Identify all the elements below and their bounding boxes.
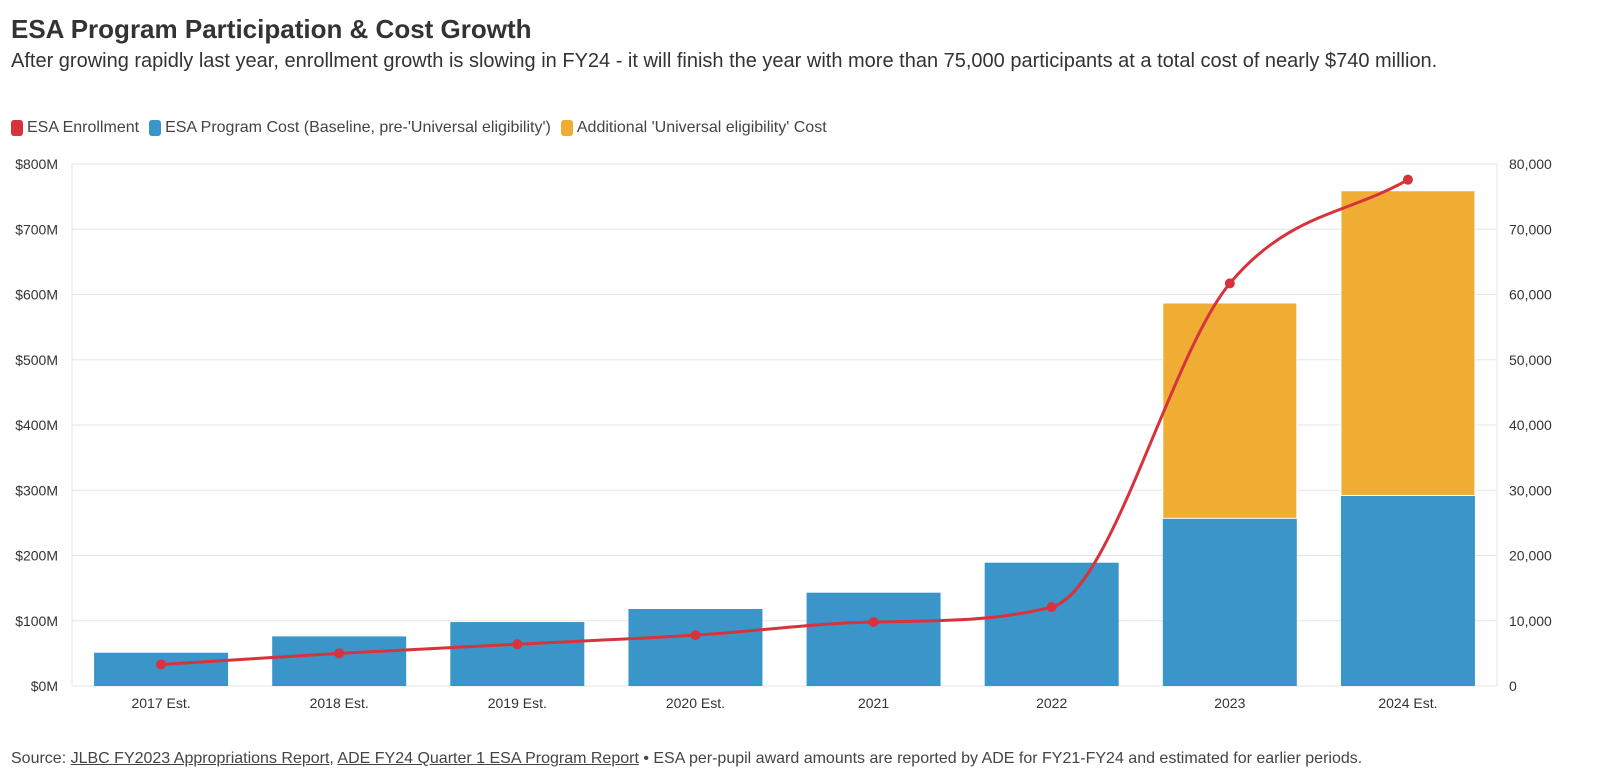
left-tick-label: $500M — [15, 352, 58, 368]
right-tick-label: 40,000 — [1509, 417, 1552, 433]
enrollment-point — [868, 617, 879, 628]
right-tick-label: 70,000 — [1509, 221, 1552, 237]
left-tick-label: $400M — [15, 417, 58, 433]
chart-subtitle: After growing rapidly last year, enrollm… — [11, 50, 1438, 72]
x-tick-label: 2018 Est. — [310, 695, 369, 711]
left-tick-label: $200M — [15, 548, 58, 564]
left-tick-label: $0M — [31, 678, 58, 694]
left-tick-label: $700M — [15, 221, 58, 237]
enrollment-point — [1402, 174, 1413, 185]
enrollment-line — [156, 174, 1413, 670]
legend-swatch-enrollment — [11, 120, 23, 136]
enrollment-line-path — [160, 178, 1409, 666]
right-tick-label: 50,000 — [1509, 352, 1552, 368]
chart-title: ESA Program Participation & Cost Growth — [11, 14, 532, 44]
right-tick-label: 60,000 — [1509, 287, 1552, 303]
x-tick-label: 2017 Est. — [131, 695, 190, 711]
enrollment-point — [1224, 278, 1235, 289]
right-tick-label: 30,000 — [1509, 482, 1552, 498]
bar-baseline-cost — [1340, 495, 1475, 686]
left-tick-label: $100M — [15, 613, 58, 629]
left-tick-label: $600M — [15, 287, 58, 303]
source-note: Source: JLBC FY2023 Appropriations Repor… — [11, 750, 1362, 768]
legend-swatch-baseline-cost — [149, 120, 162, 136]
right-tick-label: 0 — [1509, 678, 1517, 694]
enrollment-point — [156, 659, 167, 670]
bar-baseline-cost — [1162, 518, 1297, 686]
legend-item-universal-cost[interactable]: Additional 'Universal eligibility' Cost — [560, 119, 827, 137]
source-prefix: Source: — [11, 750, 71, 767]
x-tick-label: 2022 — [1036, 695, 1067, 711]
x-tick-label: 2019 Est. — [488, 695, 547, 711]
axes: $0M 0 $100M 10,000 $200M 20,000 $300M 30,000 $40… — [15, 156, 1552, 711]
bar-baseline-cost — [450, 622, 585, 686]
chart-plot: $0M 0 $100M 10,000 $200M 20,000 $300M 30,000 $40… — [15, 156, 1552, 711]
enrollment-point — [512, 639, 523, 650]
enrollment-point — [1046, 602, 1057, 613]
bar-baseline-cost — [984, 562, 1119, 686]
x-tick-label: 2020 Est. — [666, 695, 725, 711]
bar-universal-cost — [1340, 190, 1476, 496]
bar-baseline-cost — [272, 636, 407, 686]
left-tick-label: $300M — [15, 482, 58, 498]
legend: ESA Enrollment ESA Program Cost (Baselin… — [11, 119, 837, 137]
legend-item-enrollment[interactable]: ESA Enrollment — [11, 119, 139, 137]
right-tick-label: 80,000 — [1509, 156, 1552, 172]
legend-item-baseline-cost[interactable]: ESA Program Cost (Baseline, pre-'Univers… — [149, 119, 551, 137]
bar-baseline-cost — [628, 609, 763, 686]
enrollment-point — [334, 648, 345, 659]
source-separator: , — [329, 750, 338, 767]
bars — [94, 190, 1476, 686]
source-link-ade[interactable]: ADE FY24 Quarter 1 ESA Program Report — [337, 750, 639, 767]
source-suffix: • ESA per-pupil award amounts are report… — [638, 750, 1363, 767]
enrollment-point — [690, 630, 701, 641]
left-tick-label: $800M — [15, 156, 58, 172]
x-tick-label: 2023 — [1214, 695, 1245, 711]
bar-universal-cost — [1162, 302, 1298, 519]
bar-baseline-cost — [806, 592, 941, 686]
right-tick-label: 20,000 — [1509, 548, 1552, 564]
x-tick-label: 2024 Est. — [1378, 695, 1437, 711]
legend-label-universal-cost: Additional 'Universal eligibility' Cost — [576, 119, 827, 136]
legend-label-enrollment: ESA Enrollment — [27, 119, 140, 136]
x-tick-label: 2021 — [858, 695, 889, 711]
legend-swatch-universal-cost — [560, 120, 573, 136]
legend-label-baseline-cost: ESA Program Cost (Baseline, pre-'Univers… — [165, 119, 551, 136]
source-link-jlbc[interactable]: JLBC FY2023 Appropriations Report — [70, 750, 330, 767]
right-tick-label: 10,000 — [1509, 613, 1552, 629]
